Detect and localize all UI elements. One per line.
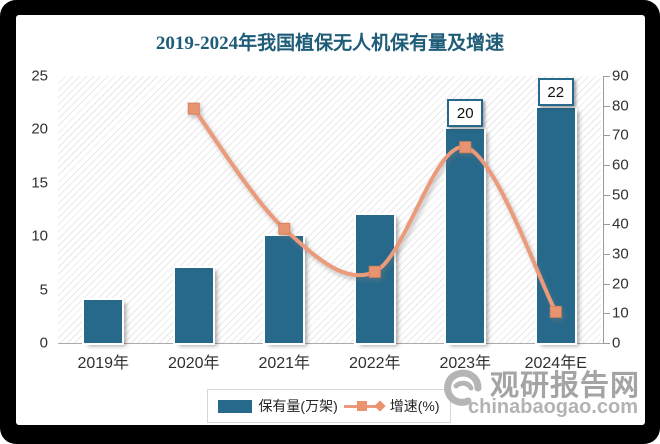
left-axis-tick-label: 5 — [39, 281, 48, 299]
right-axis-tick-mark — [603, 254, 610, 255]
x-axis-category-label: 2021年 — [258, 355, 311, 372]
x-axis-line — [58, 343, 605, 344]
watermark-domain: chinabaogao.com — [468, 396, 639, 418]
bar-2020年 — [174, 268, 213, 343]
chart-title: 2019-2024年我国植保无人机保有量及增速 — [155, 33, 505, 54]
right-axis-tick-label: 30 — [612, 245, 629, 263]
right-axis-tick-label: 70 — [612, 126, 629, 144]
right-axis-tick-label: 60 — [612, 156, 629, 174]
legend-line-marker — [356, 401, 367, 411]
right-axis-tick-mark — [603, 76, 610, 77]
right-axis-line — [603, 76, 604, 344]
left-axis-tick-label: 25 — [31, 67, 48, 85]
watermark-swirl-icon — [444, 369, 482, 406]
left-axis-tick-label: 15 — [31, 174, 48, 192]
right-axis-tick-mark — [603, 165, 610, 166]
bar-2023年 — [446, 129, 485, 343]
right-axis-tick-mark — [603, 283, 610, 285]
x-axis-category-label: 2020年 — [167, 355, 220, 372]
right-axis-tick-mark — [603, 343, 610, 344]
legend-bar-swatch-icon — [218, 399, 253, 413]
x-axis-category-label: 2019年 — [77, 355, 130, 372]
legend-line-swatch-icon — [343, 399, 386, 413]
right-axis-tick-label: 50 — [612, 186, 629, 204]
right-axis-tick-label: 0 — [612, 334, 621, 352]
watermark: 观研报告网 chinabaogao.com — [440, 360, 650, 422]
legend-bar-label: 保有量(万架) — [258, 398, 338, 414]
x-axis-category-label: 2023年 — [439, 355, 492, 372]
bar-2021年 — [265, 236, 304, 343]
right-axis-tick-mark — [603, 194, 610, 196]
left-axis-tick-label: 10 — [31, 227, 48, 245]
right-axis-tick-mark — [603, 135, 610, 137]
right-axis-tick-mark — [603, 313, 610, 315]
legend: 保有量(万架) 增速(%) — [207, 389, 451, 423]
legend-line-label: 增速(%) — [389, 398, 440, 414]
right-axis-tick-label: 40 — [612, 215, 629, 233]
bar-data-label: 22 — [537, 78, 574, 107]
bar-2022年 — [355, 214, 394, 343]
left-axis-tick-label: 20 — [31, 120, 48, 138]
right-axis-tick-label: 20 — [612, 275, 629, 293]
right-axis-tick-label: 90 — [612, 67, 629, 85]
left-axis-tick-label: 0 — [39, 334, 48, 352]
right-axis-tick-mark — [603, 224, 610, 226]
x-axis-category-label: 2024年E — [524, 355, 587, 372]
legend-line-endcap — [374, 400, 386, 412]
plot-area — [58, 76, 601, 343]
right-axis-tick-label: 10 — [612, 304, 629, 322]
x-axis-category-label: 2022年 — [348, 355, 401, 372]
bar-2019年 — [84, 300, 123, 343]
right-axis-tick-label: 80 — [612, 97, 629, 115]
watermark-name: 观研报告网 — [490, 370, 641, 402]
right-axis-tick-mark — [603, 105, 610, 107]
bar-2024年E — [536, 108, 575, 343]
bar-data-label: 20 — [447, 99, 484, 128]
